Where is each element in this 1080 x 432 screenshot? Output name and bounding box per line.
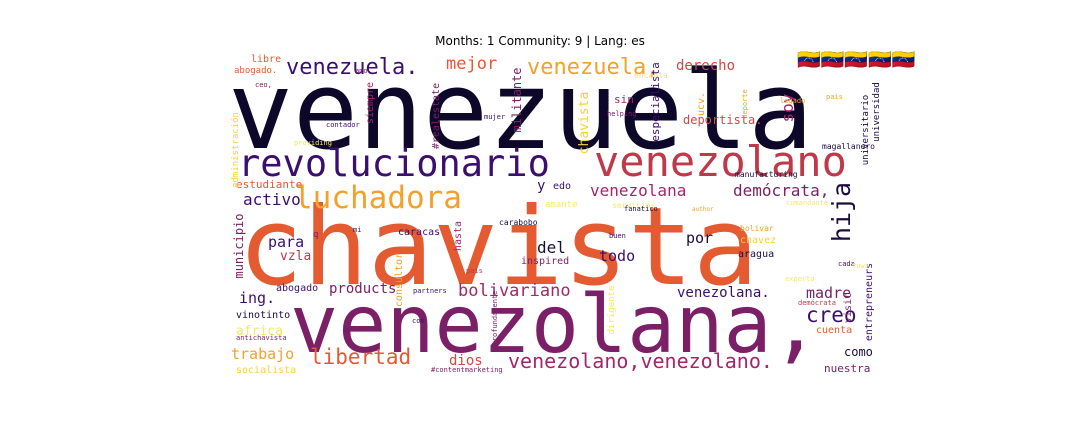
word-15: bolivariano bbox=[458, 281, 571, 301]
word-49: aragua bbox=[738, 249, 774, 260]
word-2: venezolana, bbox=[290, 278, 820, 371]
word-42: vinotinto bbox=[236, 310, 290, 321]
chart-title: Months: 1 Community: 9 | Lang: es bbox=[435, 34, 645, 48]
word-91: ceo, bbox=[255, 81, 272, 89]
word-81: dirigente bbox=[607, 286, 617, 335]
word-34: militante bbox=[510, 67, 524, 132]
word-32: edo bbox=[553, 181, 571, 192]
word-36: sin bbox=[614, 93, 634, 106]
word-48: visit bbox=[843, 293, 854, 323]
word-56: universidad bbox=[872, 82, 882, 142]
word-4: revolucionario bbox=[238, 142, 550, 185]
word-75: pais bbox=[466, 267, 483, 275]
word-47: entrepreneurs bbox=[864, 263, 875, 341]
word-63: #realestate bbox=[431, 83, 442, 149]
word-51: caracas bbox=[398, 227, 440, 238]
word-37: especialista bbox=[649, 62, 662, 141]
word-52: hasta bbox=[453, 221, 464, 251]
word-9: derecho bbox=[676, 58, 735, 74]
word-88: contador bbox=[326, 121, 360, 129]
word-14: creo bbox=[806, 303, 857, 327]
word-17: demócrata, bbox=[733, 181, 829, 200]
word-85: legado bbox=[780, 97, 805, 105]
word-54: consultor bbox=[394, 253, 405, 307]
word-73: bolivar bbox=[740, 224, 774, 233]
word-26: dios bbox=[449, 353, 483, 369]
word-22: todo bbox=[599, 247, 635, 265]
word-70: fanatico bbox=[624, 205, 658, 213]
word-64: administración bbox=[230, 112, 241, 188]
word-21: por bbox=[686, 229, 713, 247]
word-72: comandante bbox=[786, 199, 828, 207]
word-53: inspired bbox=[521, 256, 569, 267]
word-74: buen bbox=[609, 232, 626, 240]
word-10: 🇻🇪🇻🇪🇻🇪🇻🇪🇻🇪 bbox=[797, 49, 916, 71]
word-28: ing. bbox=[239, 289, 275, 307]
word-62: siempre bbox=[365, 82, 376, 124]
word-94: pais bbox=[826, 93, 843, 101]
word-0: venezuela bbox=[228, 49, 813, 174]
word-66: encanta bbox=[634, 71, 668, 80]
word-46: cuenta bbox=[816, 325, 852, 336]
word-83: cada bbox=[838, 260, 855, 268]
word-60: libre bbox=[251, 54, 281, 65]
word-79: con bbox=[412, 317, 425, 325]
word-55: q bbox=[313, 230, 318, 240]
word-93: author bbox=[692, 206, 714, 213]
word-27: products bbox=[329, 281, 396, 297]
word-57: universitario bbox=[861, 95, 871, 165]
word-5: luchadora bbox=[294, 180, 462, 216]
word-11: hija bbox=[827, 182, 856, 242]
word-76: partners bbox=[413, 287, 447, 295]
word-44: como bbox=[844, 345, 873, 359]
word-35: deportista. bbox=[683, 113, 762, 127]
word-13: libertad bbox=[310, 345, 411, 369]
word-69: servicios bbox=[612, 201, 656, 210]
word-89: providing bbox=[294, 139, 332, 147]
word-16: venezolana bbox=[590, 181, 686, 200]
word-6: venezuela. bbox=[286, 55, 418, 80]
word-68: amante bbox=[545, 200, 578, 210]
word-23: venezolana. bbox=[677, 285, 770, 301]
word-1: chavista bbox=[238, 185, 758, 310]
word-50: chavez bbox=[740, 235, 776, 246]
word-39: municipio bbox=[232, 213, 246, 278]
word-25: trabajo bbox=[231, 345, 294, 363]
word-19: para bbox=[268, 233, 304, 251]
word-95: tuwi bbox=[852, 262, 869, 270]
word-77: profundamente bbox=[491, 291, 499, 346]
word-82: experto bbox=[785, 275, 815, 283]
word-86: deporte bbox=[741, 89, 749, 119]
word-92: mi bbox=[353, 226, 361, 234]
word-45: nuestra bbox=[824, 362, 870, 375]
word-90: amo bbox=[355, 67, 368, 75]
word-67: helping bbox=[607, 110, 637, 118]
word-87: mujer bbox=[484, 113, 505, 121]
word-18: activo bbox=[243, 190, 301, 209]
word-41: abogado bbox=[276, 283, 318, 294]
word-65: ucv. bbox=[696, 92, 707, 116]
word-33: chavista bbox=[577, 92, 592, 155]
word-71: carabobo bbox=[499, 218, 538, 227]
word-24: madre bbox=[806, 284, 851, 302]
word-38: estudiante bbox=[236, 178, 302, 191]
word-20: del bbox=[537, 238, 566, 257]
word-3: venezolano bbox=[594, 137, 847, 186]
word-59: manufacturing bbox=[735, 170, 798, 179]
word-58: magallanero bbox=[822, 142, 875, 151]
word-7: venezuela, bbox=[527, 55, 659, 80]
word-78: antichavista bbox=[236, 334, 287, 342]
word-40: africa bbox=[236, 324, 283, 339]
word-12: venezolano,venezolano. bbox=[508, 349, 773, 373]
word-30: soy bbox=[778, 93, 797, 122]
word-61: abogado. bbox=[234, 66, 277, 76]
word-29: vzla bbox=[280, 249, 311, 264]
word-8: mejor bbox=[446, 54, 497, 74]
word-43: socialista bbox=[236, 365, 296, 376]
word-31: y bbox=[537, 178, 545, 194]
word-80: #contentmarketing bbox=[431, 366, 503, 374]
word-84: demócrata bbox=[798, 299, 836, 307]
